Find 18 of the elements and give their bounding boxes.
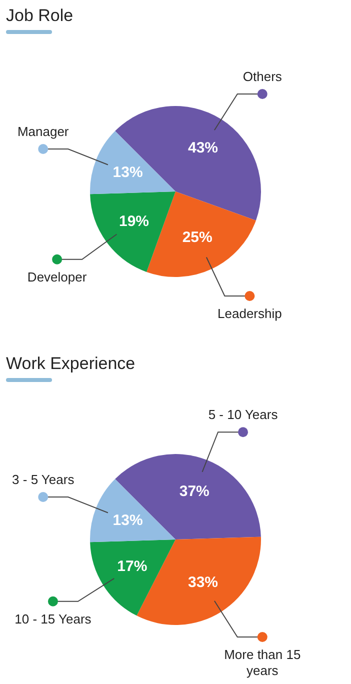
slice-label: Manager [17,124,70,140]
slice-label: 5 - 10 Years [208,407,278,422]
data-label: 17% [117,558,148,576]
legend-label: Leadership [218,306,282,322]
chart-title: Work Experience [6,354,136,374]
data-label: 33% [188,574,218,591]
legend-label: More than 15 years [224,647,301,678]
data-label: 37% [179,482,210,500]
data-label: 25% [182,229,212,246]
legend-label: Developer [27,269,88,284]
slice-label: Others [242,69,282,84]
legend-label: 10 - 15 Years [14,611,92,626]
data-label: 13% [112,512,143,529]
data-label: 19% [118,212,150,230]
data-label: 13% [112,164,143,181]
data-label: 43% [188,139,218,156]
chart-title: Job Role [6,6,74,26]
slice-label: 3 - 5 Years [12,472,75,488]
